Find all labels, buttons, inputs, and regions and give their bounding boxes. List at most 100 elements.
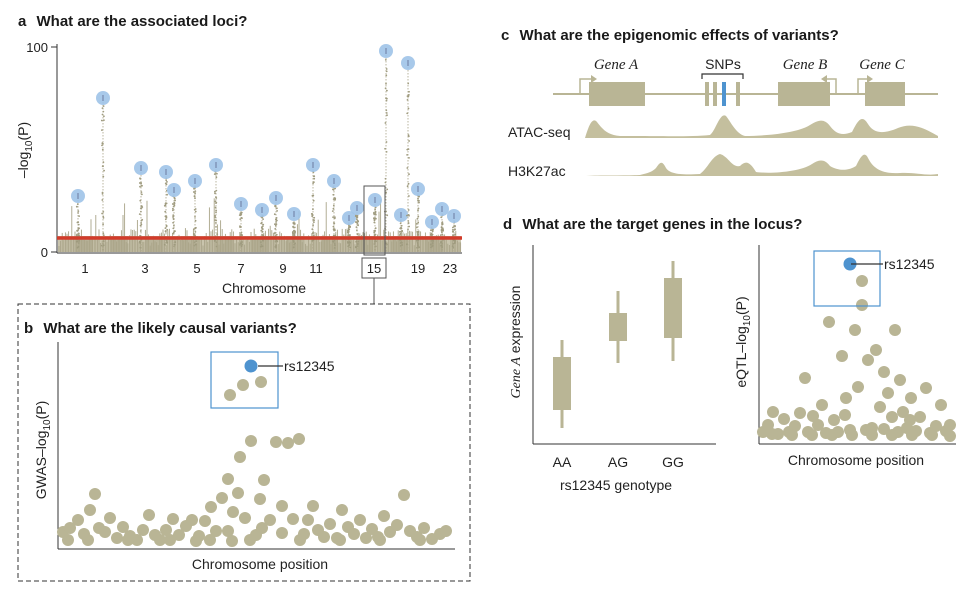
panel-b-title: b What are the likely causal variants?	[24, 320, 297, 337]
panel-b-letter: b	[24, 320, 33, 337]
snp-bar-4	[736, 82, 740, 106]
variant-point	[239, 218, 242, 221]
gwas-variant-point	[336, 504, 348, 516]
manhattan-plot	[58, 44, 462, 252]
variant-point	[349, 225, 351, 228]
variant-point	[452, 230, 455, 233]
eqtl-variant-point	[856, 299, 868, 311]
variant-point	[163, 243, 166, 246]
variant-point	[417, 215, 420, 218]
panel-d-title-text: What are the target genes in the locus?	[522, 216, 802, 233]
gwas-variant-point	[234, 451, 246, 463]
box-gg	[664, 278, 682, 338]
panel-d-letter: d	[503, 216, 512, 233]
variant-point	[171, 203, 174, 205]
variant-point	[331, 210, 334, 213]
variant-point	[259, 245, 262, 248]
variant-point	[75, 205, 78, 208]
chromosome-tick-label: 15	[367, 261, 381, 276]
variant-point	[332, 216, 334, 219]
variant-point	[408, 195, 410, 197]
boxplot-ylabel: Gene A expression	[507, 286, 524, 399]
eqtl-variant-point	[886, 411, 898, 423]
gwas-variant-point	[117, 521, 129, 533]
eqtl-variant-point	[766, 428, 778, 440]
atac-seq-track	[585, 115, 938, 138]
variant-point	[385, 74, 388, 77]
variant-point	[194, 210, 197, 213]
variant-point	[215, 245, 218, 248]
variant-point	[406, 167, 409, 169]
variant-point	[408, 90, 410, 93]
variant-point	[292, 246, 295, 249]
panel-a-ylabel: –log10(P)	[15, 122, 35, 178]
eqtl-variant-point	[826, 429, 838, 441]
gwas-variant-point	[414, 534, 426, 546]
eqtl-variant-point	[852, 381, 864, 393]
variant-point	[194, 192, 197, 195]
variant-point	[262, 223, 265, 226]
variant-point	[374, 208, 376, 211]
gwas-variant-point	[282, 437, 294, 449]
variant-point	[141, 193, 143, 196]
variant-point	[100, 244, 103, 247]
variant-point	[78, 240, 81, 242]
gwas-variant-point	[334, 534, 346, 546]
panel-a-title-text: What are the associated loci?	[37, 13, 248, 30]
variant-point	[239, 242, 242, 245]
gene-c-arrow-icon	[857, 78, 870, 94]
gwas-variant-point	[293, 433, 305, 445]
panel-c: c What are the epigenomic effects of var…	[501, 27, 938, 179]
variant-point	[313, 181, 315, 184]
variant-point	[408, 157, 410, 159]
gwas-variant-point	[227, 506, 239, 518]
chromosome-tick-label: 19	[411, 261, 425, 276]
variant-point	[415, 239, 418, 242]
variant-point	[214, 190, 216, 193]
variant-point	[313, 216, 316, 219]
eqtl-variant-point	[862, 354, 874, 366]
boxplot-ylabel-italic: Gene A	[509, 357, 524, 399]
variant-point	[415, 223, 418, 225]
variant-point	[215, 176, 218, 179]
eqtl-variant-point	[874, 401, 886, 413]
variant-point	[166, 228, 169, 231]
variant-point	[349, 234, 351, 236]
variant-point	[139, 185, 141, 188]
box-aa	[553, 357, 571, 410]
eqtl-ylabel-sub: 10	[742, 315, 753, 327]
variant-point	[193, 195, 196, 198]
variant-point	[215, 197, 218, 199]
variant-point	[357, 224, 359, 227]
variant-point	[239, 212, 242, 215]
gene-a-body	[589, 82, 645, 106]
eqtl-variant-point	[930, 420, 942, 432]
variant-point	[348, 244, 351, 247]
gene-c-arrowhead-icon	[867, 75, 873, 83]
variant-point	[138, 213, 141, 216]
variant-point	[101, 199, 104, 201]
gwas-variant-point	[239, 512, 251, 524]
gene-b-arrow-icon	[824, 78, 837, 94]
variant-point	[140, 191, 143, 194]
boxplot-ylabel-rest: expression	[507, 286, 523, 358]
gwas-variant-point	[190, 535, 202, 547]
gwas-variant-point	[64, 522, 76, 534]
snp-bar-1	[705, 82, 709, 106]
snp-bar-lead	[722, 82, 726, 106]
eqtl-variant-point	[849, 324, 861, 336]
eqtl-variant-point	[944, 430, 956, 442]
gwas-variant-point	[294, 534, 306, 546]
variant-point	[406, 185, 409, 188]
variant-point	[261, 234, 263, 236]
variant-point	[441, 223, 443, 226]
variant-point	[453, 242, 456, 245]
gwas-variant-point	[258, 474, 270, 486]
variant-point	[452, 234, 454, 236]
variant-point	[139, 234, 142, 237]
variant-point	[276, 210, 278, 212]
gene-b-arrowhead-icon	[821, 75, 827, 83]
variant-point	[141, 218, 144, 221]
variant-point	[386, 188, 389, 191]
variant-point	[103, 169, 105, 172]
